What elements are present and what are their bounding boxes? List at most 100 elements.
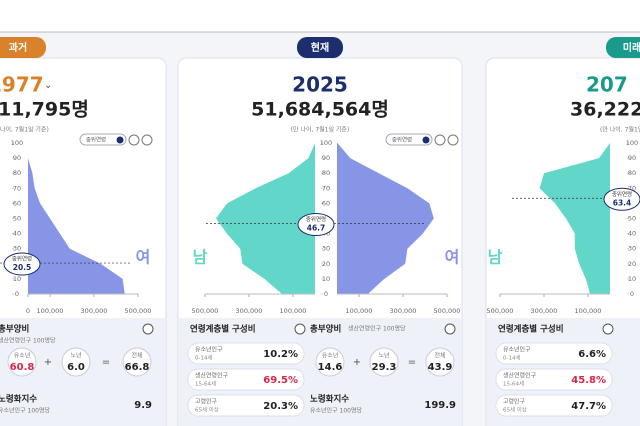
series-label: 남 — [488, 248, 503, 267]
y-tick-label: 20 — [322, 260, 330, 268]
y-tick-label: 10 — [628, 275, 636, 283]
youth-label: 유소년 — [14, 352, 31, 360]
series-label: 여 — [136, 248, 151, 267]
x-tick-label: 500,000 — [487, 307, 514, 315]
toggle-knob[interactable] — [422, 136, 430, 144]
y-tick-label: 80 — [322, 169, 330, 177]
median-value: 20.5 — [13, 263, 32, 272]
y-tick-label: 0 — [15, 290, 19, 298]
y-tick-label: 70 — [628, 184, 636, 192]
composition-row — [495, 342, 613, 365]
composition-row — [495, 368, 613, 391]
pyramid-area — [539, 143, 610, 294]
row-label: 고령인구 — [503, 398, 526, 406]
y-tick-label: 100 — [11, 139, 23, 147]
arrow-icon[interactable] — [447, 134, 459, 146]
y-tick-label: 60 — [13, 199, 21, 207]
total-label: 전체 — [434, 352, 445, 360]
youth-value: 60.8 — [10, 362, 35, 373]
info-icon[interactable] — [434, 134, 446, 146]
old-value: 6.0 — [67, 362, 85, 373]
aging-subtitle: 유소년인구 100명당 — [310, 407, 362, 415]
dependency-title: 총부양비 — [0, 324, 29, 335]
toggle-label[interactable]: 중위연령 — [392, 136, 412, 144]
badge-text: 과거 — [9, 41, 27, 54]
total: 11,795명 — [0, 99, 89, 121]
y-tick-label: 40 — [628, 230, 636, 238]
x-tick-label: 300,000 — [531, 307, 558, 315]
plus: + — [353, 357, 361, 368]
row-label: 생산연령인구 — [503, 372, 537, 380]
aging-value: 9.9 — [134, 400, 152, 411]
pyramid-area — [216, 143, 315, 294]
y-tick-label: 70 — [322, 184, 330, 192]
x-tick-label: 300,000 — [81, 307, 108, 315]
x-tick-label: 300,000 — [390, 307, 417, 315]
toggle-pill[interactable] — [79, 133, 127, 146]
dependency-subtitle: 생산연령인구 100명당 — [348, 325, 406, 333]
y-tick-label: 100 — [626, 139, 638, 147]
row-label: 유소년인구 — [195, 346, 223, 354]
info-icon[interactable] — [128, 134, 140, 146]
row-value: 20.3% — [263, 401, 298, 412]
row-value: 10.2% — [263, 349, 298, 360]
circle — [315, 347, 345, 377]
median-toggle[interactable]: 중위연령 — [79, 133, 153, 146]
aging-title: 노령화지수 — [0, 394, 37, 405]
dependency-title: 총부양비 — [310, 324, 341, 335]
total-value: 43.9 — [428, 362, 453, 373]
total-value: 66.8 — [125, 362, 150, 373]
row-label: 유소년인구 — [503, 346, 531, 354]
median-label: 중위연령 — [12, 255, 32, 263]
arrow-icon[interactable] — [444, 323, 456, 335]
arrow-icon[interactable] — [142, 323, 154, 335]
circle — [61, 347, 91, 377]
median-toggle[interactable]: 중위연령 — [385, 133, 459, 146]
circle — [7, 347, 37, 377]
x-tick-label: 500,000 — [434, 307, 461, 315]
median-badge — [3, 252, 41, 276]
y-tick-label: 90 — [628, 154, 636, 162]
y-tick-label: 60 — [322, 199, 330, 207]
circle — [369, 347, 399, 377]
aging-title: 노령화지수 — [310, 394, 349, 405]
pyramid-area — [337, 143, 434, 294]
x-tick-label: 100,000 — [37, 307, 64, 315]
total: 36,222, — [570, 99, 640, 121]
year: 2025 — [292, 73, 348, 97]
y-tick-label: 30 — [322, 245, 330, 253]
old-label: 노년 — [70, 352, 81, 360]
row-sub: 15-64세 — [503, 380, 524, 388]
year: 1977 — [0, 73, 44, 97]
x-tick-label: 0 — [26, 307, 30, 315]
y-tick-label: 0 — [324, 290, 328, 298]
row-label: 고령인구 — [195, 398, 218, 406]
row-sub: 15-64세 — [195, 380, 216, 388]
y-tick-label: 100 — [320, 139, 332, 147]
badge-text: 미래 — [623, 41, 640, 54]
composition-row — [187, 368, 305, 391]
row-sub: 0-14세 — [195, 354, 213, 362]
year-dropdown[interactable]: ⌄ — [44, 80, 52, 91]
x-tick-label: 100,000 — [346, 307, 373, 315]
arrow-icon[interactable] — [294, 323, 306, 335]
y-tick-label: 50 — [628, 215, 636, 223]
row-label: 생산연령인구 — [195, 372, 229, 380]
year: 207 — [586, 73, 628, 97]
toggle-pill[interactable] — [385, 133, 433, 146]
dependency-subtitle: 생산연령인구 100명당 — [0, 337, 56, 345]
arrow-icon[interactable] — [602, 323, 614, 335]
row-sub: 65세 이상 — [503, 406, 527, 414]
arrow-icon[interactable] — [141, 134, 153, 146]
aging-value: 199.9 — [424, 400, 456, 411]
series-label: 여 — [445, 248, 460, 267]
note: (만 나이, 7월1일 기준) — [291, 126, 350, 134]
toggle-label[interactable]: 중위연령 — [86, 136, 106, 144]
row-sub: 65세 이상 — [195, 406, 219, 414]
row-value: 69.5% — [263, 375, 298, 386]
toggle-knob[interactable] — [116, 136, 124, 144]
x-tick-label: 500,000 — [125, 307, 152, 315]
youth-label: 유소년 — [322, 352, 339, 360]
note: 나이, 7월1일 기준) — [0, 126, 49, 134]
